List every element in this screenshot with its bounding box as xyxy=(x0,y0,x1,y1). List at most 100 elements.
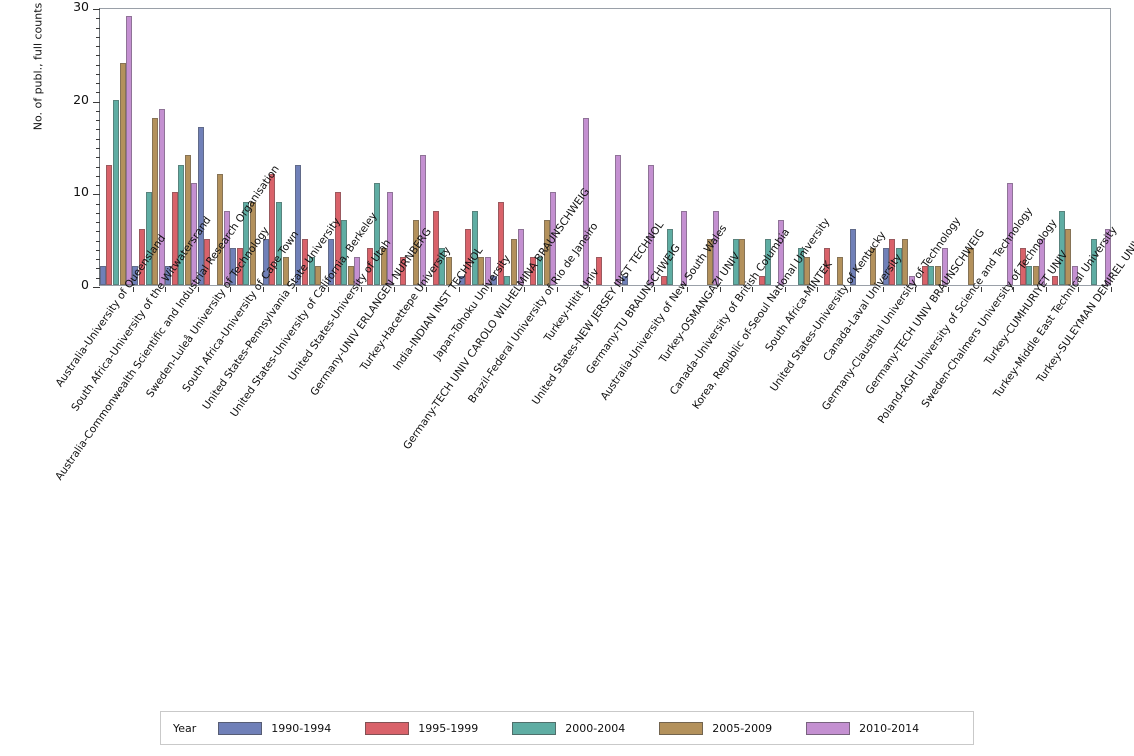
bar xyxy=(849,229,856,285)
bar xyxy=(1104,229,1111,285)
bar xyxy=(615,155,622,285)
bar xyxy=(465,229,472,285)
y-tick-minor xyxy=(96,175,100,177)
legend-label: 1990-1994 xyxy=(271,721,332,735)
bar xyxy=(680,210,687,285)
bar xyxy=(250,201,257,285)
bar xyxy=(706,238,713,285)
bar xyxy=(1006,183,1013,285)
y-tick-minor xyxy=(96,212,100,214)
bar xyxy=(1058,210,1065,285)
x-tick xyxy=(132,287,134,292)
bar xyxy=(197,127,204,285)
legend-item[interactable]: 2000-2004 xyxy=(512,721,625,735)
bar xyxy=(928,266,935,285)
bar xyxy=(882,247,889,285)
bar xyxy=(243,201,250,285)
x-tick-label: Turkey-Hacettepe University xyxy=(358,245,453,374)
bar xyxy=(204,238,211,285)
y-axis-line xyxy=(99,8,100,286)
plot-area xyxy=(93,8,1112,292)
bar xyxy=(165,266,172,285)
bar xyxy=(158,108,165,285)
x-tick xyxy=(295,287,297,292)
bar xyxy=(837,257,844,285)
x-tick xyxy=(328,287,330,292)
bar xyxy=(413,220,420,285)
bar xyxy=(1039,238,1046,285)
bar xyxy=(262,238,269,285)
bar xyxy=(373,183,380,285)
x-tick xyxy=(165,287,167,292)
y-tick-minor xyxy=(96,148,100,149)
x-tick-label: Turkey-SULEYMAN DEMIREL UNIV xyxy=(1035,236,1134,386)
legend-item[interactable]: 1990-1994 xyxy=(218,721,332,735)
bar xyxy=(536,257,543,285)
x-tick xyxy=(197,287,199,292)
bar xyxy=(797,247,804,285)
y-tick-minor xyxy=(96,129,100,131)
bar xyxy=(491,275,498,285)
bar xyxy=(889,238,896,285)
bar xyxy=(471,210,478,285)
bar xyxy=(497,201,504,285)
x-tick xyxy=(263,287,265,292)
bar xyxy=(269,173,276,285)
x-tick xyxy=(491,287,493,292)
y-tick-minor xyxy=(96,64,100,66)
bar xyxy=(895,247,902,285)
legend-item[interactable]: 1995-1999 xyxy=(365,721,478,735)
y-tick-major xyxy=(93,101,100,103)
bar xyxy=(934,266,941,285)
bar xyxy=(445,257,452,285)
legend-item[interactable]: 2010-2014 xyxy=(806,721,920,735)
x-tick xyxy=(523,287,525,292)
bar xyxy=(543,220,550,285)
legend-title: Year xyxy=(173,721,197,735)
bar xyxy=(184,155,191,285)
y-tick-label: 0 xyxy=(81,277,89,292)
bar xyxy=(517,229,524,285)
y-tick-minor xyxy=(96,249,100,251)
bar xyxy=(739,238,746,285)
x-tick xyxy=(393,287,395,292)
bar xyxy=(347,266,354,285)
x-tick xyxy=(1111,287,1112,292)
legend-items: 1990-1994 1995-1999 2000-2004 2005-2009 2010… xyxy=(218,721,953,735)
y-tick-minor xyxy=(96,55,100,57)
bar xyxy=(145,192,152,285)
bar xyxy=(99,266,106,285)
y-tick-minor xyxy=(96,73,100,75)
bar xyxy=(282,257,289,285)
bar xyxy=(732,238,739,285)
bar xyxy=(308,257,315,285)
bar xyxy=(621,275,628,285)
bar xyxy=(478,257,485,285)
x-tick xyxy=(458,287,460,292)
legend-label: 2010-2014 xyxy=(859,721,920,735)
bar xyxy=(295,164,302,285)
x-tick xyxy=(621,287,623,292)
legend-swatch xyxy=(365,721,410,735)
x-tick xyxy=(556,287,558,292)
legend-swatch xyxy=(512,721,557,735)
y-tick-minor xyxy=(96,92,100,94)
x-tick-label: Australia-Commonwealth Scientific and In… xyxy=(53,163,282,482)
y-tick-minor xyxy=(96,166,100,168)
bar xyxy=(504,275,511,285)
bar xyxy=(432,210,439,285)
x-tick xyxy=(1078,287,1080,292)
x-tick-label: Germany-TU BRAUNSCHWEIG xyxy=(584,242,683,376)
legend-item[interactable]: 2005-2009 xyxy=(659,721,772,735)
y-tick-minor xyxy=(96,268,100,270)
y-tick-minor xyxy=(96,157,100,159)
x-tick xyxy=(1013,287,1015,292)
bar xyxy=(178,164,185,285)
bar xyxy=(660,275,667,285)
bar xyxy=(1026,266,1033,285)
bar xyxy=(967,247,974,285)
bar xyxy=(217,173,224,285)
bar xyxy=(1052,275,1059,285)
bar xyxy=(152,118,159,285)
y-tick-minor xyxy=(96,120,100,122)
